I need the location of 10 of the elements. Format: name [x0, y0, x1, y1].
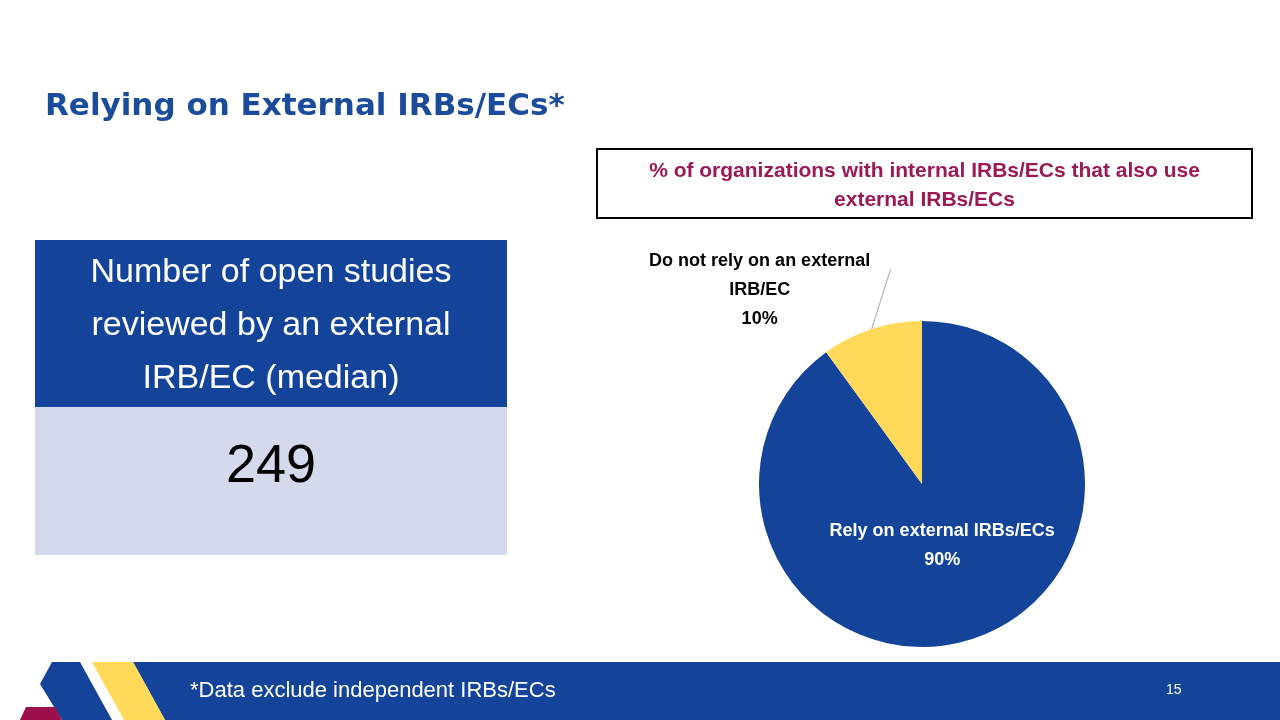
- text: 249: [225, 433, 317, 493]
- chart-title: % of organizations with internal IRBs/ECs that also use external IRBs/ECs: [648, 156, 1201, 212]
- text: Relying on External IRBs/ECs*: [45, 85, 565, 124]
- text: *Data exclude independent IRBs/ECs: [190, 677, 556, 703]
- text: 15: [1166, 680, 1182, 698]
- slice-label: Rely on external IRBs/ECs: [829, 520, 1055, 541]
- slice-label: Do not rely on an external IRB/EC: [649, 249, 871, 299]
- data-label: 90%: [924, 549, 961, 570]
- data-label: 10%: [741, 307, 778, 328]
- text: Number of open studies reviewed by an external IRB/EC (median): [89, 250, 453, 397]
